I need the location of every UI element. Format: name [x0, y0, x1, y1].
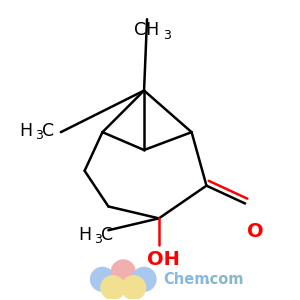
Text: 3: 3: [164, 28, 171, 41]
Text: C: C: [41, 122, 54, 140]
Text: CH: CH: [134, 20, 160, 38]
Text: OH: OH: [147, 250, 180, 269]
Circle shape: [122, 276, 146, 299]
Text: O: O: [247, 222, 264, 241]
Circle shape: [91, 267, 114, 291]
Text: .com: .com: [205, 272, 244, 287]
Circle shape: [111, 260, 135, 284]
Circle shape: [101, 276, 125, 299]
Text: 3: 3: [94, 233, 102, 246]
Text: H: H: [19, 122, 32, 140]
Text: Chem: Chem: [164, 272, 210, 287]
Circle shape: [132, 267, 156, 291]
Text: H: H: [79, 226, 92, 244]
Text: C: C: [101, 226, 113, 244]
Text: 3: 3: [35, 129, 43, 142]
